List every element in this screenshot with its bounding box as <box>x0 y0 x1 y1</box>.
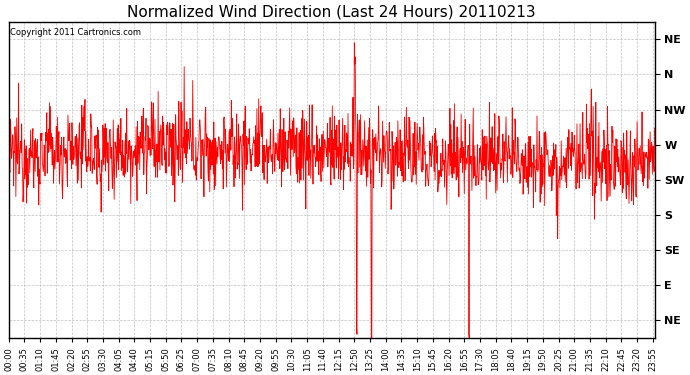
Title: Normalized Wind Direction (Last 24 Hours) 20110213: Normalized Wind Direction (Last 24 Hours… <box>128 4 536 19</box>
Text: Copyright 2011 Cartronics.com: Copyright 2011 Cartronics.com <box>10 28 141 37</box>
